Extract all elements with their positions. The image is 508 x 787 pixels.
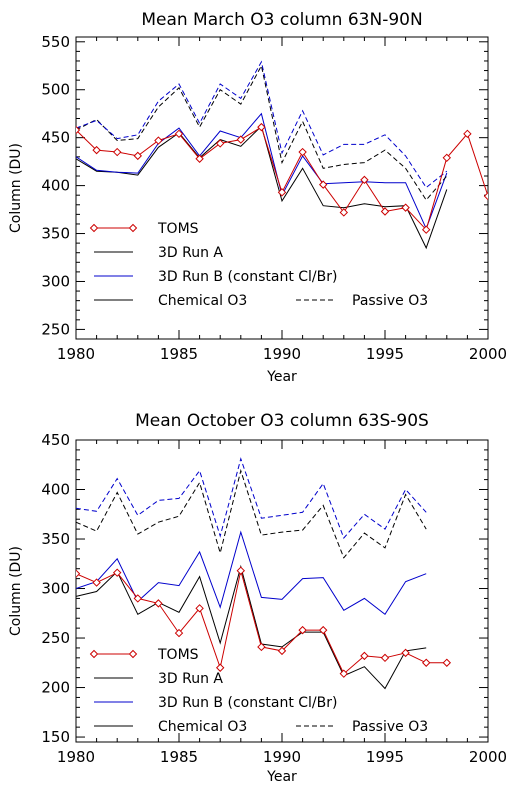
chart-1-toms-point (401, 203, 410, 212)
chart-2-toms-point (257, 642, 266, 652)
chart-1-toms-point (154, 136, 163, 145)
chart-2-ytick-label: 400 (41, 481, 70, 499)
chart-2-plot-area (76, 457, 452, 690)
chart-1-toms-point (76, 125, 81, 135)
chart-2-ytick-label: 450 (41, 431, 70, 449)
chart-2-legend-toms-label: TOMS (157, 647, 199, 663)
chart-2-ytick-label: 150 (41, 728, 70, 746)
chart-1-legend-passive-label: Passive O3 (352, 293, 428, 309)
chart-1-xtick-label: 1980 (57, 345, 95, 363)
chart-1-toms-point (215, 139, 225, 148)
chart-1-toms-point (174, 129, 184, 139)
chart-1-toms-point (318, 180, 328, 189)
chart-2-toms-point (236, 566, 246, 575)
chart-1-legend: TOMS 3D Run A 3D Run B (constant Cl/Br) Che… (89, 221, 428, 309)
chart-2-ytick-label: 350 (41, 530, 70, 548)
chart-2-toms-point (298, 625, 307, 635)
chart-1-group: Mean March O3 column 63N-90N 1980 1985 1990… (8, 10, 507, 385)
chart-1-ytick-label: 350 (41, 225, 70, 243)
chart-2-toms-point (112, 568, 122, 577)
chart-2-ytick-label: 200 (41, 679, 70, 697)
chart-2-toms-point (318, 625, 328, 635)
chart-1-legend-chemical-label: Chemical O3 (158, 293, 247, 309)
chart-1-ytick-label: 400 (41, 177, 70, 195)
chart-2-xtick-label: 1990 (263, 748, 301, 766)
chart-2-toms-point (277, 646, 287, 656)
chart-1-x-axis-label: Year (266, 369, 297, 385)
chart-2-toms-point (380, 653, 390, 663)
chart-1-toms-point (257, 122, 266, 132)
chart-1-xtick-label: 1985 (160, 345, 198, 363)
chart-1-xtick-label: 1990 (263, 345, 301, 363)
chart-1-ytick-label: 300 (41, 272, 70, 290)
chart-1-toms-point (236, 135, 246, 144)
chart-2-ytick-label: 250 (41, 629, 70, 647)
chart-1-toms-point (133, 151, 143, 161)
chart-1-ytick-label: 550 (41, 33, 70, 51)
chart-1-toms-point (298, 147, 307, 157)
chart-1-plot-area (76, 60, 488, 250)
chart-1-title: Mean March O3 column 63N-90N (141, 10, 422, 30)
chart-2-legend-run-b-label: 3D Run B (constant Cl/Br) (158, 695, 337, 711)
chart-2-toms-point (339, 669, 349, 678)
chart-2-legend-run-a-label: 3D Run A (158, 671, 223, 687)
chart-2-toms-point (360, 651, 369, 661)
chart-2-toms-point (92, 578, 101, 587)
chart-2-series-passive-o3-run-a-line (76, 468, 427, 559)
chart-1-series-passive-o3-run-a-line (76, 64, 448, 201)
chart-2-toms-point (195, 604, 204, 613)
chart-2-toms-point (174, 628, 184, 638)
chart-1-toms-point (483, 191, 488, 201)
chart-1-series-passive-o3-run-b-line (76, 60, 448, 189)
chart-2-xtick-label: 1985 (160, 748, 198, 766)
chart-1-xtick-label: 2000 (469, 345, 507, 363)
chart-1-toms-point (277, 188, 287, 197)
chart-2-toms-point (154, 599, 163, 608)
chart-1-toms-point (195, 154, 204, 163)
chart-2-xtick-label: 1980 (57, 748, 95, 766)
chart-2-toms-point (442, 658, 452, 667)
chart-1-toms-point (380, 207, 390, 216)
chart-1-toms-point (421, 225, 431, 234)
chart-2-x-axis-label: Year (266, 769, 297, 785)
chart-2-ytick-label: 300 (41, 580, 70, 598)
chart-2-legend-toms-marker (128, 649, 138, 659)
chart-2-toms-point (133, 594, 143, 603)
chart-1-legend-toms-marker (128, 223, 138, 233)
chart-1-legend-toms-marker (89, 223, 99, 233)
chart-2-xtick-label: 1995 (366, 748, 404, 766)
chart-1-series-3d-run-b-constant-cl-br-line (76, 112, 448, 231)
chart-1-toms-point (339, 208, 349, 217)
chart-1-ytick-label: 250 (41, 320, 70, 338)
chart-2-toms-point (401, 648, 410, 658)
chart-2-group: Mean October O3 column 63S-90S 1980 1985 19… (8, 411, 507, 785)
chart-2-toms-point (215, 663, 225, 672)
chart-2-legend-passive-label: Passive O3 (352, 719, 428, 735)
chart-1-ytick-label: 500 (41, 81, 70, 99)
chart-2-toms-point (76, 569, 81, 578)
chart-2-legend-chemical-label: Chemical O3 (158, 719, 247, 735)
chart-1-ytick-label: 450 (41, 129, 70, 147)
chart-2-series-passive-o3-run-b-line (76, 457, 427, 539)
chart-2-series-3d-run-a-line (76, 564, 427, 690)
chart-2-toms-point (421, 658, 431, 667)
chart-1-y-axis-label: Column (DU) (8, 143, 24, 233)
chart-2-y-axis-label: Column (DU) (8, 546, 24, 636)
chart-2-legend-toms-marker (89, 649, 99, 659)
chart-2-xtick-label: 2000 (469, 748, 507, 766)
chart-1-toms-point (442, 153, 452, 163)
chart-1-toms-point (92, 145, 101, 155)
chart-1-xtick-label: 1995 (366, 345, 404, 363)
chart-2-legend: TOMS 3D Run A 3D Run B (constant Cl/Br) Che… (89, 647, 428, 735)
chart-1-legend-run-b-label: 3D Run B (constant Cl/Br) (158, 269, 337, 285)
chart-1-toms-point (112, 147, 122, 157)
chart-1-toms-point (360, 175, 369, 185)
chart-2-title: Mean October O3 column 63S-90S (135, 411, 429, 431)
chart-1-legend-toms-label: TOMS (157, 221, 199, 237)
chart-1-legend-run-a-label: 3D Run A (158, 245, 223, 261)
chart-1-toms-point (463, 129, 472, 139)
